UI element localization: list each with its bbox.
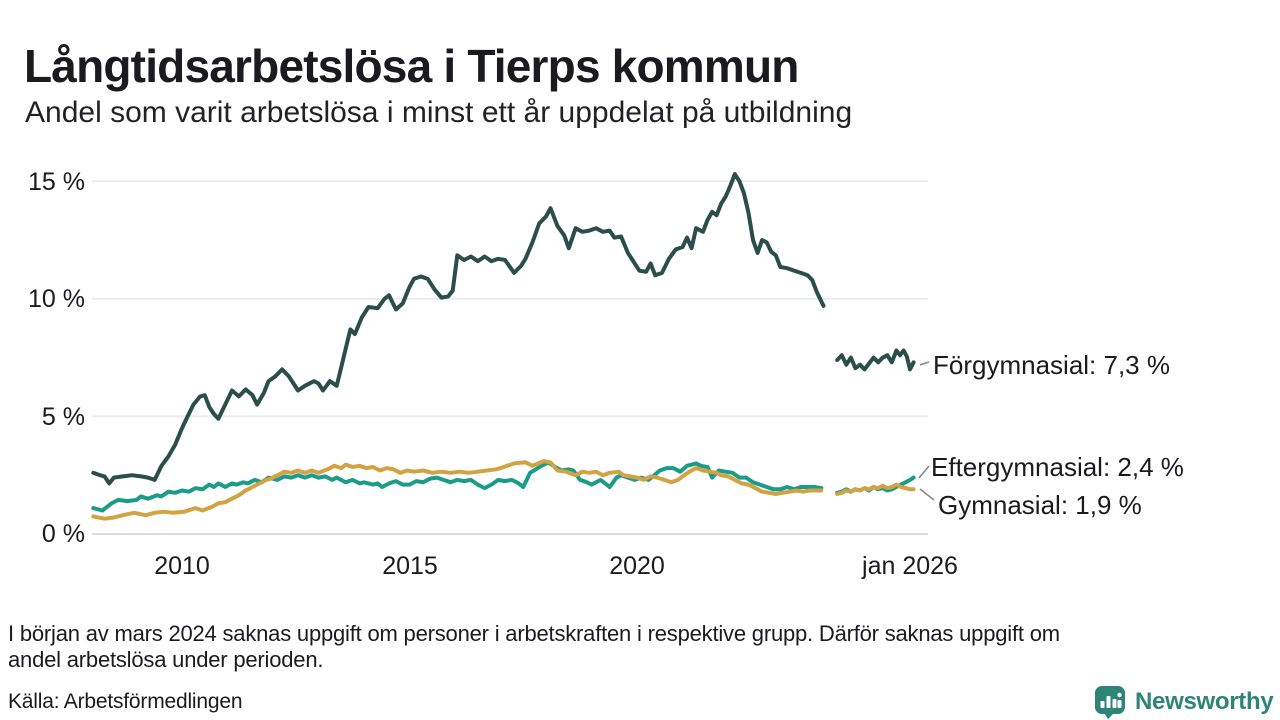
x-axis-tick-2015: 2015 [382,552,438,580]
label-connector-eftergymnasial [918,465,930,479]
y-axis-tick-15: 15 % [28,168,85,196]
chart-subtitle: Andel som varit arbetslösa i minst ett å… [25,96,853,129]
x-axis-tick-2010: 2010 [154,552,210,580]
source-attribution: Källa: Arbetsförmedlingen [8,690,243,713]
x-axis-tick-2020: 2020 [609,552,665,580]
newsworthy-pin-icon [1095,686,1125,719]
footnote-line-1: I början av mars 2024 saknas uppgift om … [8,621,1060,646]
series-line-eftergymnasial-seg1 [91,460,824,513]
label-connectors [918,361,935,501]
newsworthy-wordmark: Newsworthy [1135,688,1274,715]
series-line-gymnasial-seg1 [91,459,824,521]
series-label-gymnasial: Gymnasial: 1,9 % [938,490,1142,520]
y-axis-tick-5: 5 % [41,403,85,431]
footnote: I början av mars 2024 saknas uppgift om … [8,621,1266,673]
series-line-forgymnasial-seg1 [91,172,826,486]
footnote-line-2: andel arbetslösa under perioden. [8,647,324,672]
y-axis-tick-0: 0 % [41,520,85,548]
series-label-forgymnasial: Förgymnasial: 7,3 % [933,350,1170,380]
series-line-forgymnasial-seg2 [835,348,916,372]
series-line-gymnasial-seg2 [835,482,916,496]
label-connector-gymnasial [919,488,935,501]
label-connector-forgymnasial [919,361,930,366]
y-axis-tick-10: 10 % [28,285,85,313]
newsworthy-logo[interactable]: Newsworthy [1094,685,1274,719]
series-lines [91,172,916,521]
x-axis-tick-jan-2026: jan 2026 [862,552,958,580]
gridlines [92,180,928,535]
series-label-eftergymnasial: Eftergymnasial: 2,4 % [931,452,1184,482]
page-title: Långtidsarbetslösa i Tierps kommun [24,39,799,92]
